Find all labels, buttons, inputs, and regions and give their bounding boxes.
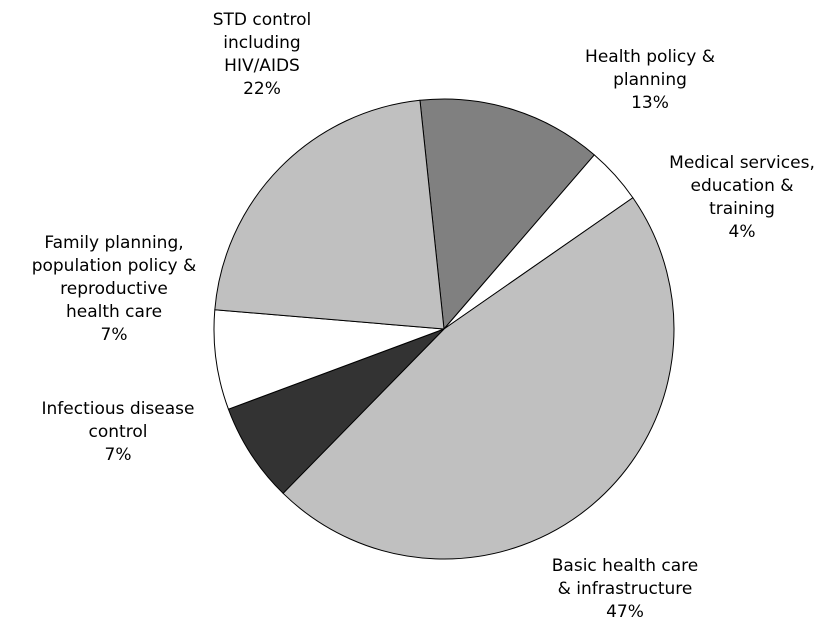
pie-labels: Health policy & planning 13% Medical servic… [32, 10, 815, 622]
slice-percent: 13% [631, 93, 669, 113]
slice-label-line: health care [66, 302, 162, 322]
slice-percent: 47% [606, 602, 644, 622]
slice-label-line: Family planning, [44, 233, 183, 253]
slice-label-line: population policy & [32, 256, 197, 276]
slice-label-2: Medical services, education & training 4% [669, 153, 815, 242]
slice-label-line: control [89, 422, 148, 442]
pie-slice-6 [214, 99, 445, 330]
slice-label-line: Basic health care [552, 556, 698, 576]
slice-percent: 4% [729, 222, 756, 242]
slice-label-5: Family planning, population policy & repro… [32, 233, 197, 345]
slice-label-line: Infectious disease [42, 399, 195, 419]
slice-percent: 22% [243, 79, 281, 99]
pie-slice-5 [213, 309, 445, 410]
slice-label-line: STD control [213, 10, 312, 30]
pie-slice-3 [282, 197, 675, 560]
slice-label-line: & infrastructure [558, 579, 693, 599]
slice-percent: 7% [101, 325, 128, 345]
slice-percent: 7% [105, 445, 132, 465]
slice-label-line: education & [690, 176, 793, 196]
slice-label-line: planning [613, 70, 687, 90]
slice-label-line: HIV/AIDS [224, 56, 300, 76]
pie-slice-1 [419, 98, 595, 330]
pie-slices [213, 98, 675, 560]
slice-label-4: Infectious disease control 7% [42, 399, 195, 465]
slice-label-line: training [709, 199, 775, 219]
slice-label-3: Basic health care & infrastructure 47% [552, 556, 698, 622]
slice-label-line: Medical services, [669, 153, 815, 173]
slice-label-line: reproductive [60, 279, 168, 299]
slice-label-line: including [223, 33, 300, 53]
slice-label-6: STD control including HIV/AIDS 22% [213, 10, 312, 99]
slice-label-1: Health policy & planning 13% [585, 47, 715, 113]
pie-slice-4 [227, 328, 445, 494]
slice-label-line: Health policy & [585, 47, 715, 67]
